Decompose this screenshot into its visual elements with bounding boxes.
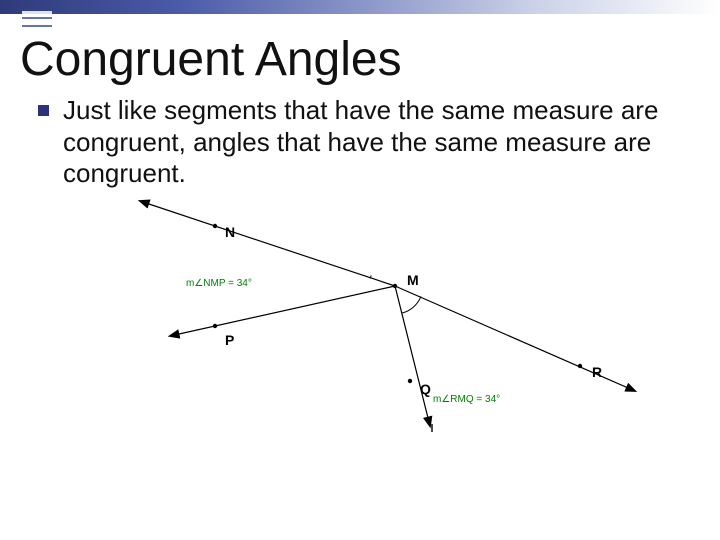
point-label-n: N	[225, 224, 235, 240]
slide-top-border	[0, 0, 720, 14]
point-label-r: R	[592, 364, 602, 380]
point-dot	[213, 224, 217, 228]
angle-measure-label: m∠NMP = 34°	[186, 278, 252, 289]
point-dot	[393, 284, 397, 288]
ray	[170, 286, 395, 336]
angle-arc	[402, 297, 421, 314]
angle-measure-label: m∠RMQ = 34°	[433, 394, 500, 405]
ray	[395, 286, 430, 426]
geometry-svg	[80, 196, 640, 436]
point-dot	[578, 364, 582, 368]
point-label-p: P	[225, 332, 234, 348]
bullet-row: Just like segments that have the same me…	[38, 95, 680, 190]
square-bullet-icon	[38, 105, 49, 116]
slide-title: Congruent Angles	[20, 32, 720, 87]
point-label-q: Q	[420, 381, 431, 397]
bullet-text: Just like segments that have the same me…	[63, 95, 680, 190]
point-dot	[408, 379, 412, 383]
point-dot	[213, 324, 217, 328]
point-label-m: M	[407, 272, 419, 288]
ray	[140, 201, 395, 286]
congruent-angles-diagram: M N P Q Rm∠NMP = 34° m∠RMQ = 34°	[80, 196, 640, 436]
